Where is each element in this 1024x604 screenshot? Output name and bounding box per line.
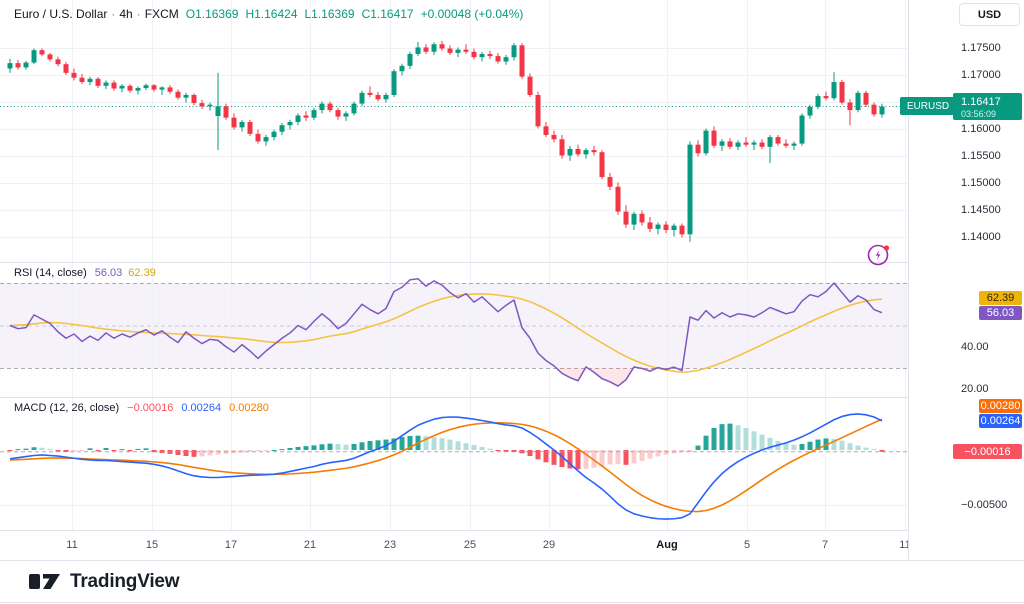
interval-label[interactable]: 4h [119, 7, 133, 21]
time-label: 5 [743, 539, 751, 551]
rsi-params: (14, close) [35, 267, 87, 279]
macd-line-value: 0.00264 [181, 402, 222, 414]
rsi-axis-label: 20.00 [961, 383, 989, 396]
ohlc-close: C1.16417 [361, 7, 414, 21]
macd-signal-badge: 0.00280 [979, 399, 1022, 413]
time-label: 23 [383, 539, 397, 551]
last-price: 1.16417 [961, 95, 1001, 108]
time-label: 17 [224, 539, 238, 551]
rsi-value-badge: 56.03 [979, 306, 1022, 320]
rsi-value: 56.03 [94, 267, 123, 279]
tradingview-logo[interactable]: TradingView [28, 570, 180, 593]
change-value: +0.00048 (+0.04%) [420, 7, 524, 21]
macd-signal-value: 0.00280 [229, 402, 269, 414]
macd-title[interactable]: MACD [14, 402, 47, 414]
price-axis-label: 1.15500 [961, 150, 1001, 162]
macd-line-badge: 0.00264 [979, 414, 1022, 428]
flash-events-button[interactable] [866, 242, 892, 268]
macd-pane-canvas[interactable] [0, 397, 908, 530]
time-label: 29 [542, 539, 556, 551]
brand-text: TradingView [70, 570, 180, 592]
rsi-ma-badge: 62.39 [979, 291, 1022, 305]
price-axis-label: 1.17000 [961, 69, 1001, 81]
pane-separator[interactable] [0, 397, 1024, 398]
price-axis-label: 1.17500 [961, 42, 1001, 54]
symbol-title[interactable]: Euro / U.S. Dollar [14, 7, 108, 21]
macd-params: (12, 26, close) [49, 402, 120, 414]
time-label: 15 [145, 539, 159, 551]
tradingview-mark-icon [29, 573, 60, 589]
macd-hist-badge: −0.00016 [953, 444, 1022, 459]
ohlc-high: H1.16424 [245, 7, 298, 21]
macd-hist-value: −0.00016 [127, 402, 174, 414]
price-axis-label: 1.15000 [961, 177, 1001, 189]
price-axis-label: 1.14500 [961, 204, 1001, 216]
symbol-legend: Euro / U.S. Dollar · 4h · FXCM O1.16369 H1.164… [14, 7, 523, 21]
rsi-pane-canvas[interactable] [0, 262, 908, 397]
time-label: 11 [66, 539, 78, 551]
time-label: Aug [656, 539, 678, 551]
time-axis-separator [0, 530, 1024, 531]
price-axis[interactable]: USD 1.175001.170001.165001.160001.155001… [908, 0, 1024, 560]
price-line-symbol-chip: EURUSD [900, 97, 956, 115]
time-axis[interactable]: 11 15 17 21 23 25 29 Aug 5 7 11 [0, 531, 1024, 560]
bar-countdown: 03:56:09 [961, 108, 997, 119]
lightning-icon [867, 244, 890, 266]
rsi-ma-value: 62.39 [128, 267, 156, 279]
rsi-legend: RSI (14, close) 56.03 62.39 [14, 267, 156, 279]
footer: TradingView [0, 560, 1024, 603]
price-pane-canvas[interactable] [0, 0, 908, 262]
exchange-label[interactable]: FXCM [144, 7, 179, 21]
price-axis-label: 1.14000 [961, 231, 1001, 243]
time-label: 25 [463, 539, 477, 551]
ohlc-low: L1.16369 [304, 7, 355, 21]
time-label: 11 [899, 539, 911, 551]
pane-separator[interactable] [0, 262, 1024, 263]
macd-axis-label: −0.00500 [961, 499, 1008, 511]
time-label: 21 [303, 539, 317, 551]
currency-toggle-button[interactable]: USD [959, 3, 1020, 26]
macd-legend: MACD (12, 26, close) −0.00016 0.00264 0.002… [14, 402, 269, 414]
last-price-badge: 1.16417 03:56:09 [953, 93, 1022, 120]
rsi-axis-label: 40.00 [961, 340, 989, 353]
price-axis-label: 1.16000 [961, 123, 1001, 135]
ohlc-open: O1.16369 [185, 7, 239, 21]
legend-separator: · [136, 7, 141, 21]
rsi-title[interactable]: RSI [14, 267, 33, 279]
legend-separator: · [111, 7, 116, 21]
time-label: 7 [821, 539, 829, 551]
